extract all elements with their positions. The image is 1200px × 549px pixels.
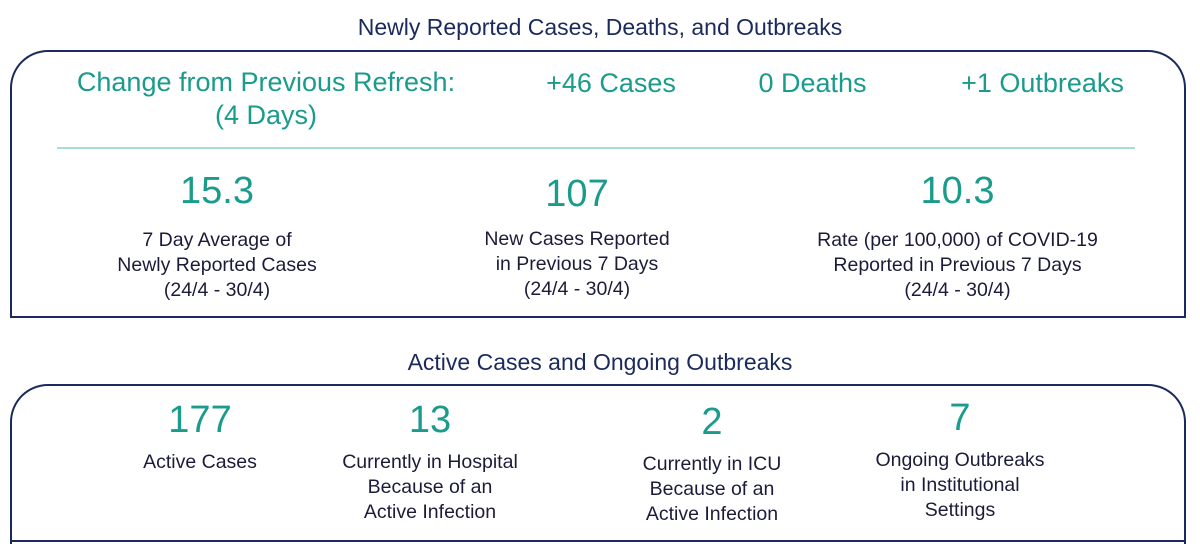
change-from-previous-label: Change from Previous Refresh: (4 Days): [62, 66, 470, 132]
metric-value: 10.3: [920, 170, 995, 212]
newly-reported-title: Newly Reported Cases, Deaths, and Outbre…: [357, 14, 843, 40]
metric-desc-line2: in Institutional: [900, 474, 1020, 496]
metric-desc-line1: New Cases Reported: [484, 228, 670, 250]
active-outbreaks-panel: [10, 384, 1186, 544]
metric-desc-line1: Currently in ICU: [642, 453, 782, 475]
metric-desc-line3: Active Infection: [363, 501, 497, 523]
metric-value: 15.3: [180, 170, 254, 212]
metric-desc-line1: Ongoing Outbreaks: [875, 449, 1045, 471]
active-outbreaks-title: Active Cases and Ongoing Outbreaks: [407, 349, 793, 375]
metric-desc-line1: Currently in Hospital: [342, 451, 518, 473]
metric-currently-in-icu: 2 Currently in ICU Because of an Active …: [612, 400, 812, 527]
change-deaths: 0 Deaths: [758, 68, 867, 98]
metric-value: 107: [545, 173, 609, 215]
metric-new-cases-7-days: 107 New Cases Reported in Previous 7 Day…: [432, 172, 722, 302]
metric-7-day-average: 15.3 7 Day Average of Newly Reported Cas…: [72, 169, 362, 303]
metric-active-cases: 177 Active Cases: [100, 398, 300, 475]
metric-value: 2: [701, 401, 723, 443]
metric-desc-line3: Active Infection: [645, 503, 779, 525]
change-outbreaks: +1 Outbreaks: [961, 68, 1124, 98]
newly-reported-panel-bottom-border: [10, 316, 1186, 318]
metric-desc-line2: Because of an: [367, 476, 493, 498]
metric-value: 13: [408, 399, 452, 441]
metric-value: 177: [168, 399, 232, 441]
metric-rate-per-100000: 10.3 Rate (per 100,000) of COVID-19 Repo…: [780, 169, 1135, 303]
metric-desc-line1: Active Cases: [143, 451, 257, 473]
metric-desc-line2: Reported in Previous 7 Days: [833, 254, 1082, 276]
newly-reported-panel: [10, 50, 1186, 318]
metric-currently-in-hospital: 13 Currently in Hospital Because of an A…: [320, 398, 540, 525]
metric-desc-line2: Newly Reported Cases: [117, 254, 317, 276]
metric-desc-line1: 7 Day Average of: [142, 229, 292, 251]
change-label-line1: Change from Previous Refresh:: [76, 67, 456, 97]
metric-desc-line3: (24/4 - 30/4): [163, 279, 271, 301]
metric-desc-line3: (24/4 - 30/4): [523, 278, 631, 300]
metric-desc-line3: (24/4 - 30/4): [904, 279, 1011, 301]
metric-value: 7: [949, 397, 971, 439]
change-label-line2: (4 Days): [214, 100, 317, 130]
metric-ongoing-outbreaks: 7 Ongoing Outbreaks in Institutional Set…: [850, 396, 1070, 523]
metric-desc-line2: Because of an: [649, 478, 775, 500]
metric-desc-line3: Settings: [924, 499, 996, 521]
metric-desc-line1: Rate (per 100,000) of COVID-19: [817, 229, 1098, 251]
change-cases: +46 Cases: [546, 68, 676, 98]
active-outbreaks-panel-bottom-border: [10, 540, 1186, 542]
section-divider: [57, 147, 1135, 149]
metric-desc-line2: in Previous 7 Days: [495, 253, 659, 275]
